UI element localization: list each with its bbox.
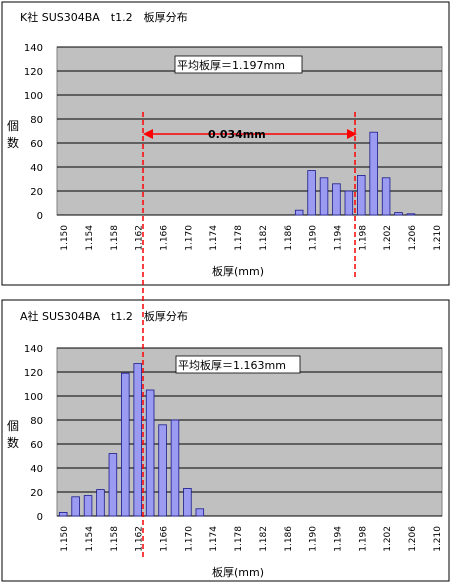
x-tick-label: 1.166 xyxy=(160,225,170,251)
mean-label-box xyxy=(175,355,301,374)
y-tick-label: 0 xyxy=(37,211,43,222)
bar xyxy=(195,508,205,517)
diff-label: 0.034mm xyxy=(208,128,266,141)
x-tick-label: 1.170 xyxy=(184,526,194,552)
y-tick-label: 60 xyxy=(30,139,43,150)
bar xyxy=(381,177,391,216)
y-axis-label-char-2: 数 xyxy=(7,135,19,150)
x-tick-label: 1.162 xyxy=(135,225,145,251)
x-tick-label: 1.178 xyxy=(234,526,244,552)
y-tick-labels: 0 20 40 60 80 100 120 140 xyxy=(24,344,43,523)
y-tick-label: 120 xyxy=(24,67,43,78)
x-tick-label: 1.198 xyxy=(358,526,368,552)
y-tick-label: 140 xyxy=(24,43,43,54)
bar xyxy=(121,372,130,517)
x-tick-label: 1.182 xyxy=(259,526,269,552)
x-tick-label: 1.150 xyxy=(60,526,70,552)
bar xyxy=(332,183,341,216)
bar xyxy=(133,363,142,517)
x-tick-label: 1.174 xyxy=(209,526,219,552)
y-axis-label-char-1: 個 xyxy=(7,119,19,133)
y-axis-label-char-1: 個 xyxy=(7,419,19,433)
x-tick-label: 1.158 xyxy=(110,225,120,251)
bar xyxy=(319,177,329,216)
x-tick-label: 1.206 xyxy=(408,526,418,552)
y-tick-label: 100 xyxy=(24,91,43,102)
x-tick-labels: 1.150 1.154 1.158 1.162 1.166 1.170 1.174 1.178… xyxy=(60,526,443,552)
y-tick-label: 60 xyxy=(30,440,43,451)
y-tick-label: 0 xyxy=(37,512,43,523)
x-tick-label: 1.186 xyxy=(284,225,294,251)
x-tick-label: 1.166 xyxy=(160,526,170,552)
x-tick-label: 1.170 xyxy=(184,225,194,251)
x-tick-label: 1.210 xyxy=(433,225,443,251)
diff-arrow-left-head xyxy=(143,129,153,139)
x-tick-label: 1.158 xyxy=(110,526,120,552)
y-tick-label: 20 xyxy=(30,187,43,198)
bar xyxy=(406,213,416,216)
x-tick-label: 1.154 xyxy=(85,526,95,552)
y-tick-label: 100 xyxy=(24,392,43,403)
y-tick-label: 80 xyxy=(30,115,43,126)
bars xyxy=(294,131,416,216)
bar xyxy=(58,512,68,517)
y-tick-labels: 0 20 40 60 80 100 120 140 xyxy=(24,43,43,222)
y-tick-label: 140 xyxy=(24,344,43,355)
x-tick-label: 1.162 xyxy=(135,526,145,552)
mean-label-box xyxy=(174,55,303,74)
bar xyxy=(170,419,180,517)
y-axis-label-char-2: 数 xyxy=(7,435,19,450)
bar xyxy=(369,131,378,216)
bar xyxy=(294,209,304,216)
x-tick-label: 1.186 xyxy=(284,526,294,552)
y-tick-label: 40 xyxy=(30,163,43,174)
x-tick-label: 1.210 xyxy=(433,526,443,552)
chart-title: A社 SUS304BA t1.2 板厚分布 xyxy=(20,309,188,323)
x-tick-label: 1.190 xyxy=(309,526,319,552)
bar xyxy=(307,170,316,216)
bar xyxy=(344,190,354,216)
x-tick-label: 1.198 xyxy=(358,225,368,251)
x-tick-label: 1.206 xyxy=(408,225,418,251)
chart-panel-a: A社 SUS304BA t1.2 板厚分布 0 20 40 60 80 100 120 140… xyxy=(1,299,450,582)
x-tick-label: 1.190 xyxy=(309,225,319,251)
y-tick-label: 120 xyxy=(24,368,43,379)
mean-label: 平均板厚＝1.197mm xyxy=(177,58,285,72)
bars xyxy=(58,363,205,517)
x-tick-label: 1.174 xyxy=(209,225,219,251)
x-tick-label: 1.154 xyxy=(85,225,95,251)
y-tick-label: 80 xyxy=(30,416,43,427)
chart-title: K社 SUS304BA t1.2 板厚分布 xyxy=(20,10,188,24)
x-tick-label: 1.150 xyxy=(60,225,70,251)
x-tick-label: 1.178 xyxy=(234,225,244,251)
diff-arrow-right-head xyxy=(347,129,357,139)
x-tick-labels: 1.150 1.154 1.158 1.162 1.166 1.170 1.174 1.178… xyxy=(60,225,443,251)
bar xyxy=(108,453,118,517)
bar xyxy=(96,489,105,517)
x-tick-label: 1.202 xyxy=(383,526,393,552)
bar xyxy=(71,496,80,517)
bar xyxy=(145,389,155,517)
x-axis-label: 板厚(mm) xyxy=(212,264,264,278)
bar xyxy=(158,424,167,517)
x-axis-label: 板厚(mm) xyxy=(212,565,264,579)
bar xyxy=(83,495,93,517)
x-tick-label: 1.182 xyxy=(259,225,269,251)
y-tick-label: 40 xyxy=(30,464,43,475)
y-tick-label: 20 xyxy=(30,488,43,499)
x-tick-label: 1.194 xyxy=(333,526,343,552)
bar xyxy=(357,174,366,216)
bar xyxy=(183,487,192,517)
x-tick-label: 1.202 xyxy=(383,225,393,251)
bar xyxy=(394,212,403,216)
x-tick-label: 1.194 xyxy=(333,225,343,251)
chart-panel-k: K社 SUS304BA t1.2 板厚分布 0 20 40 60 80 100 120 140… xyxy=(1,1,450,286)
mean-label: 平均板厚＝1.163mm xyxy=(178,358,286,372)
